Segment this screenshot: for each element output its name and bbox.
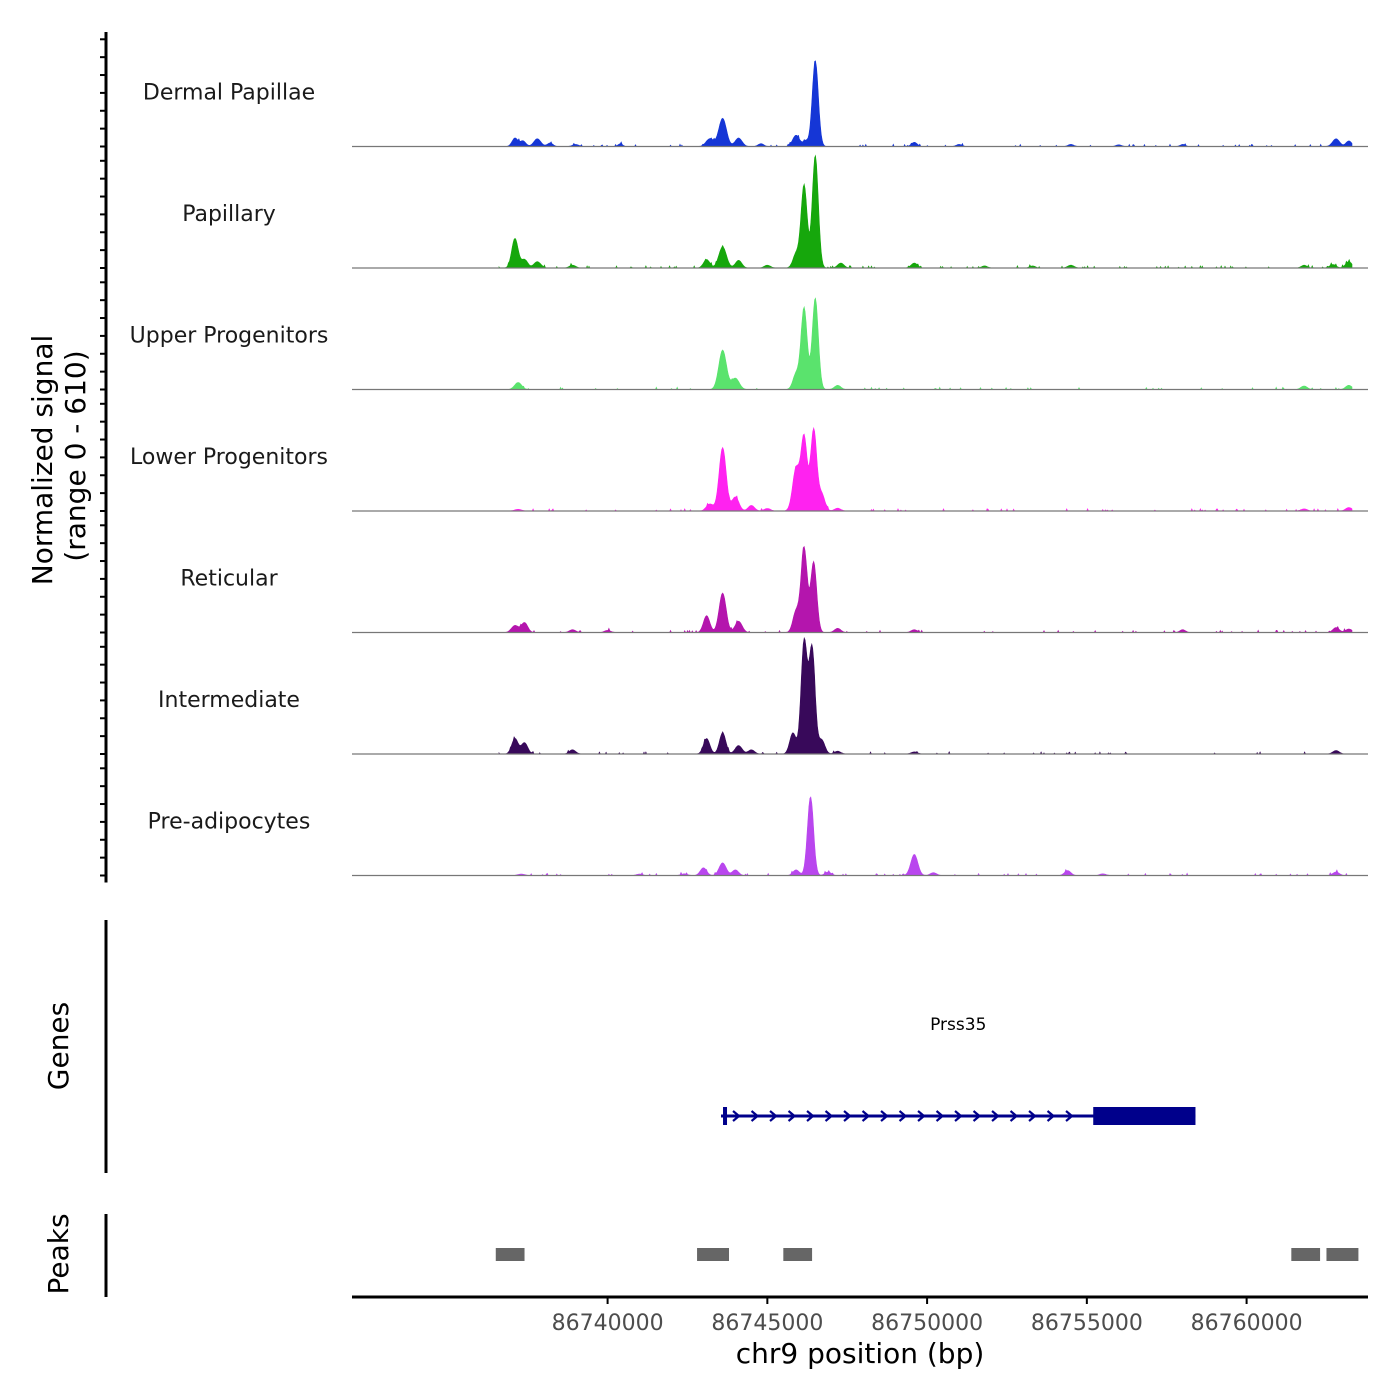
strand-arrow bbox=[1065, 1110, 1074, 1122]
x-tick-label: 86760000 bbox=[1191, 1311, 1303, 1336]
coverage-area bbox=[498, 636, 1352, 755]
strand-arrow bbox=[732, 1110, 741, 1122]
strand-arrow bbox=[861, 1110, 871, 1122]
strand-arrow bbox=[1009, 1110, 1019, 1122]
genes-track-label: Genes bbox=[42, 1002, 75, 1090]
coverage-area bbox=[499, 426, 1353, 512]
x-tick-label: 86755000 bbox=[1031, 1311, 1143, 1336]
peak-region bbox=[1291, 1248, 1321, 1261]
track-labels: Dermal Papillae Papillary Upper Progenitor… bbox=[130, 81, 329, 835]
y-axis-title-line2: (range 0 - 610) bbox=[59, 350, 92, 561]
strand-arrow bbox=[880, 1110, 889, 1122]
track-label: Pre-adipocytes bbox=[148, 810, 311, 835]
x-tick-label: 86740000 bbox=[552, 1311, 664, 1336]
peak-region bbox=[697, 1248, 730, 1261]
strand-arrow bbox=[1028, 1110, 1037, 1122]
y-axis bbox=[100, 32, 108, 883]
x-tick-label: 86750000 bbox=[871, 1311, 983, 1336]
strand-arrow bbox=[991, 1110, 1000, 1122]
strand-arrow bbox=[917, 1110, 926, 1122]
gene-start-exon bbox=[723, 1107, 728, 1125]
track-label: Dermal Papillae bbox=[143, 81, 315, 106]
strand-arrow bbox=[954, 1110, 963, 1122]
coverage-area bbox=[498, 154, 1353, 269]
coverage-area bbox=[499, 796, 1352, 877]
strand-arrow bbox=[843, 1110, 852, 1122]
strand-arrow bbox=[806, 1110, 815, 1122]
coverage-tracks bbox=[352, 60, 1368, 877]
x-axis-ticks: 86740000 86745000 86750000 86755000 86760000 bbox=[552, 1297, 1303, 1336]
y-axis-title-line1: Normalized signal bbox=[26, 335, 59, 586]
peak-track bbox=[495, 1248, 1359, 1261]
track-label: Intermediate bbox=[158, 688, 300, 713]
gene-name: Prss35 bbox=[930, 1015, 986, 1035]
x-tick-label: 86745000 bbox=[711, 1311, 823, 1336]
peak-region bbox=[1326, 1248, 1359, 1261]
strand-arrow bbox=[824, 1110, 834, 1122]
coverage-area bbox=[499, 60, 1353, 148]
peak-region bbox=[783, 1248, 813, 1261]
peak-region bbox=[495, 1248, 525, 1261]
peaks-track-label: Peaks bbox=[42, 1213, 75, 1294]
track-label: Lower Progenitors bbox=[130, 445, 328, 470]
strand-arrow bbox=[935, 1110, 945, 1122]
coverage-area bbox=[499, 545, 1353, 634]
track-label: Papillary bbox=[182, 202, 276, 227]
strand-arrow bbox=[898, 1110, 908, 1122]
strand-arrow bbox=[750, 1110, 760, 1122]
track-label: Upper Progenitors bbox=[130, 324, 329, 349]
strand-arrow bbox=[769, 1110, 778, 1122]
coverage-area bbox=[499, 297, 1353, 391]
strand-arrow bbox=[787, 1110, 797, 1122]
strand-arrow bbox=[972, 1110, 982, 1122]
gene-exon bbox=[1093, 1107, 1196, 1125]
gene-track: Prss35 bbox=[721, 1015, 1196, 1125]
strand-arrow bbox=[1046, 1110, 1056, 1122]
track-label: Reticular bbox=[180, 567, 278, 592]
x-axis-title: chr9 position (bp) bbox=[736, 1337, 985, 1370]
